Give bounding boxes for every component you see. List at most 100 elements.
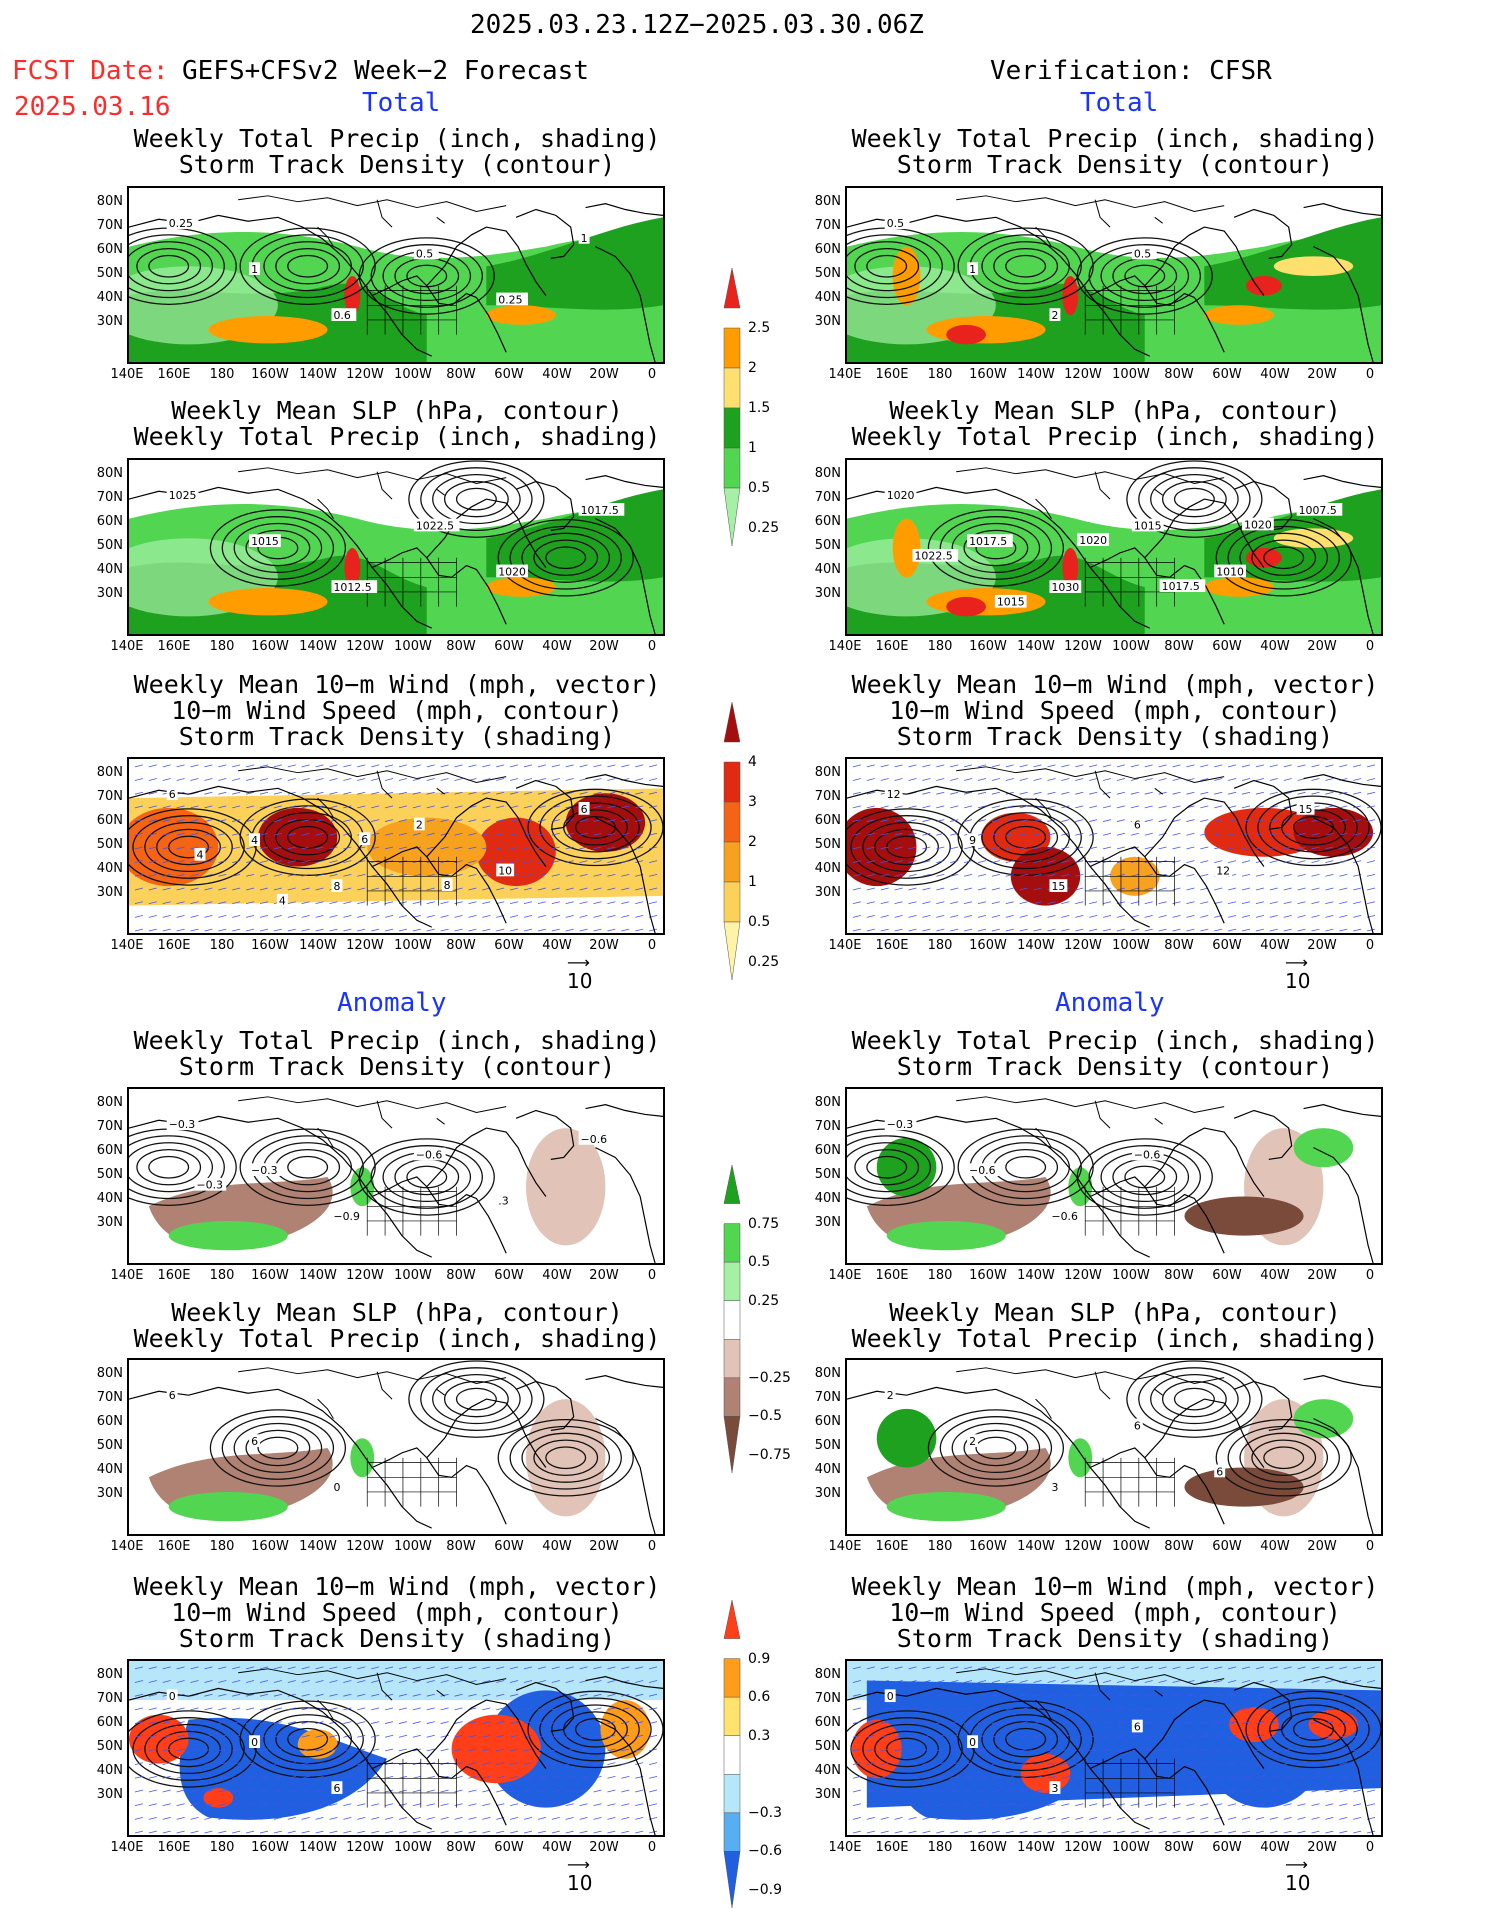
wind-vector: [866, 860, 875, 863]
us-state-grid: [1084, 285, 1175, 335]
wind-vector: [936, 764, 945, 768]
coastline: [129, 1375, 663, 1534]
wind-vector: [412, 1748, 421, 1752]
colorbar-label: 1: [748, 440, 757, 456]
wind-vector: [1033, 832, 1042, 836]
wind-vector: [1089, 1693, 1098, 1697]
wind-vector: [964, 1830, 973, 1834]
wind-vector: [1061, 832, 1070, 836]
wind-vector: [246, 1817, 255, 1820]
wind-vector: [579, 901, 588, 905]
lat-label: 50N: [96, 538, 123, 553]
wind-vector: [454, 1707, 463, 1711]
wind-vector: [1158, 1803, 1167, 1807]
wind-vector: [1019, 778, 1028, 781]
contour-label-bg: [496, 564, 529, 578]
wind-vector: [537, 1775, 546, 1779]
wind-vector: [635, 1666, 644, 1670]
wind-vector: [287, 887, 296, 891]
lon-label: 120W: [1064, 1539, 1102, 1554]
lon-label: 160E: [875, 1840, 909, 1855]
contour-ring: [847, 234, 943, 299]
wind-vector: [301, 764, 310, 768]
wind-vector: [950, 832, 959, 836]
wind-vector: [426, 1680, 435, 1683]
wind-vector: [551, 873, 560, 877]
wind-vector: [510, 915, 519, 918]
wind-vector: [176, 928, 185, 932]
wind-vector: [162, 1748, 171, 1752]
wind-vector: [1158, 1666, 1167, 1670]
wind-vector: [1241, 928, 1251, 932]
wind-vector: [565, 832, 574, 836]
wind-vector: [1075, 1775, 1084, 1779]
wind-vector: [343, 860, 352, 863]
wind-vector: [593, 778, 602, 781]
wind-vector: [134, 1707, 143, 1711]
wind-vector: [1005, 1748, 1014, 1752]
fcst-date: 2025.03.16: [14, 92, 171, 122]
wind-vector: [1116, 1734, 1126, 1738]
wind-vector: [950, 1789, 959, 1793]
wind-vector: [579, 1693, 588, 1697]
wind-vector: [510, 1803, 519, 1807]
wind-vector: [551, 860, 560, 863]
wind-vector: [287, 1830, 296, 1834]
wind-vector: [190, 1762, 199, 1765]
wind-vector: [621, 832, 630, 836]
wind-vector: [1311, 846, 1320, 850]
map-panel-r1: 0.5 1 2 0.5: [845, 186, 1383, 364]
wind-vector: [991, 764, 1000, 768]
wind-vector: [1186, 1817, 1195, 1820]
wind-vector: [1186, 928, 1195, 932]
wind-vector: [950, 1734, 959, 1738]
wind-vector: [922, 778, 931, 781]
panel-title-l1-1: Weekly Total Precip (inch, shading): [133, 124, 661, 153]
precip-shading-dark-atl: [486, 217, 663, 310]
contour-ring: [1239, 1432, 1329, 1483]
contour-ring: [129, 1142, 214, 1193]
wind-vector: [607, 1775, 616, 1779]
wind-vector: [1269, 791, 1278, 795]
wind-vector: [1255, 915, 1264, 918]
wind-vector: [1200, 1803, 1209, 1807]
wind-vector: [880, 1830, 889, 1834]
wind-vector: [1353, 1721, 1362, 1724]
wind-vector: [593, 1707, 602, 1711]
wind-vector: [649, 1803, 658, 1807]
wind-vector: [259, 1666, 269, 1670]
wind-vector: [1353, 791, 1362, 795]
contour-label-bg: [578, 503, 625, 516]
contour-label-bg: [1131, 246, 1157, 260]
wind-vector: [273, 764, 282, 768]
wind-vector: [1283, 1762, 1292, 1765]
wind-vector: [908, 928, 917, 932]
wind-vector: [523, 791, 533, 795]
wind-vector: [1353, 901, 1362, 905]
lat-label: 80N: [96, 765, 123, 780]
wind-vector: [607, 846, 616, 850]
wind-vector: [1283, 873, 1292, 877]
wind-vector: [977, 1789, 987, 1793]
wind-vector: [1269, 1789, 1278, 1793]
wind-vector: [246, 791, 255, 795]
contour-lines: [129, 1690, 663, 1788]
wind-vector: [246, 928, 255, 932]
wind-vector: [565, 1762, 574, 1765]
coastline: [129, 203, 663, 362]
contour-ring: [533, 1439, 599, 1476]
wind-vector: [440, 1830, 449, 1834]
wind-vector: [1214, 1707, 1223, 1711]
us-state-grid: [1084, 856, 1175, 906]
wind-vector: [510, 1789, 519, 1793]
wind-vector: [977, 1734, 987, 1738]
lon-label: 100W: [394, 639, 432, 654]
wind-vector: [176, 1721, 185, 1724]
wind-vector: [204, 887, 213, 891]
wind-vector: [412, 778, 421, 781]
map-panel-r4: −0.3 −0.6 −0.6 −0.6: [845, 1087, 1383, 1265]
contour-ring: [497, 1418, 634, 1497]
colorbar-label: 0.25: [748, 520, 780, 536]
colorbar-swatch: [723, 1658, 741, 1698]
contour-label-bg: [967, 262, 979, 275]
